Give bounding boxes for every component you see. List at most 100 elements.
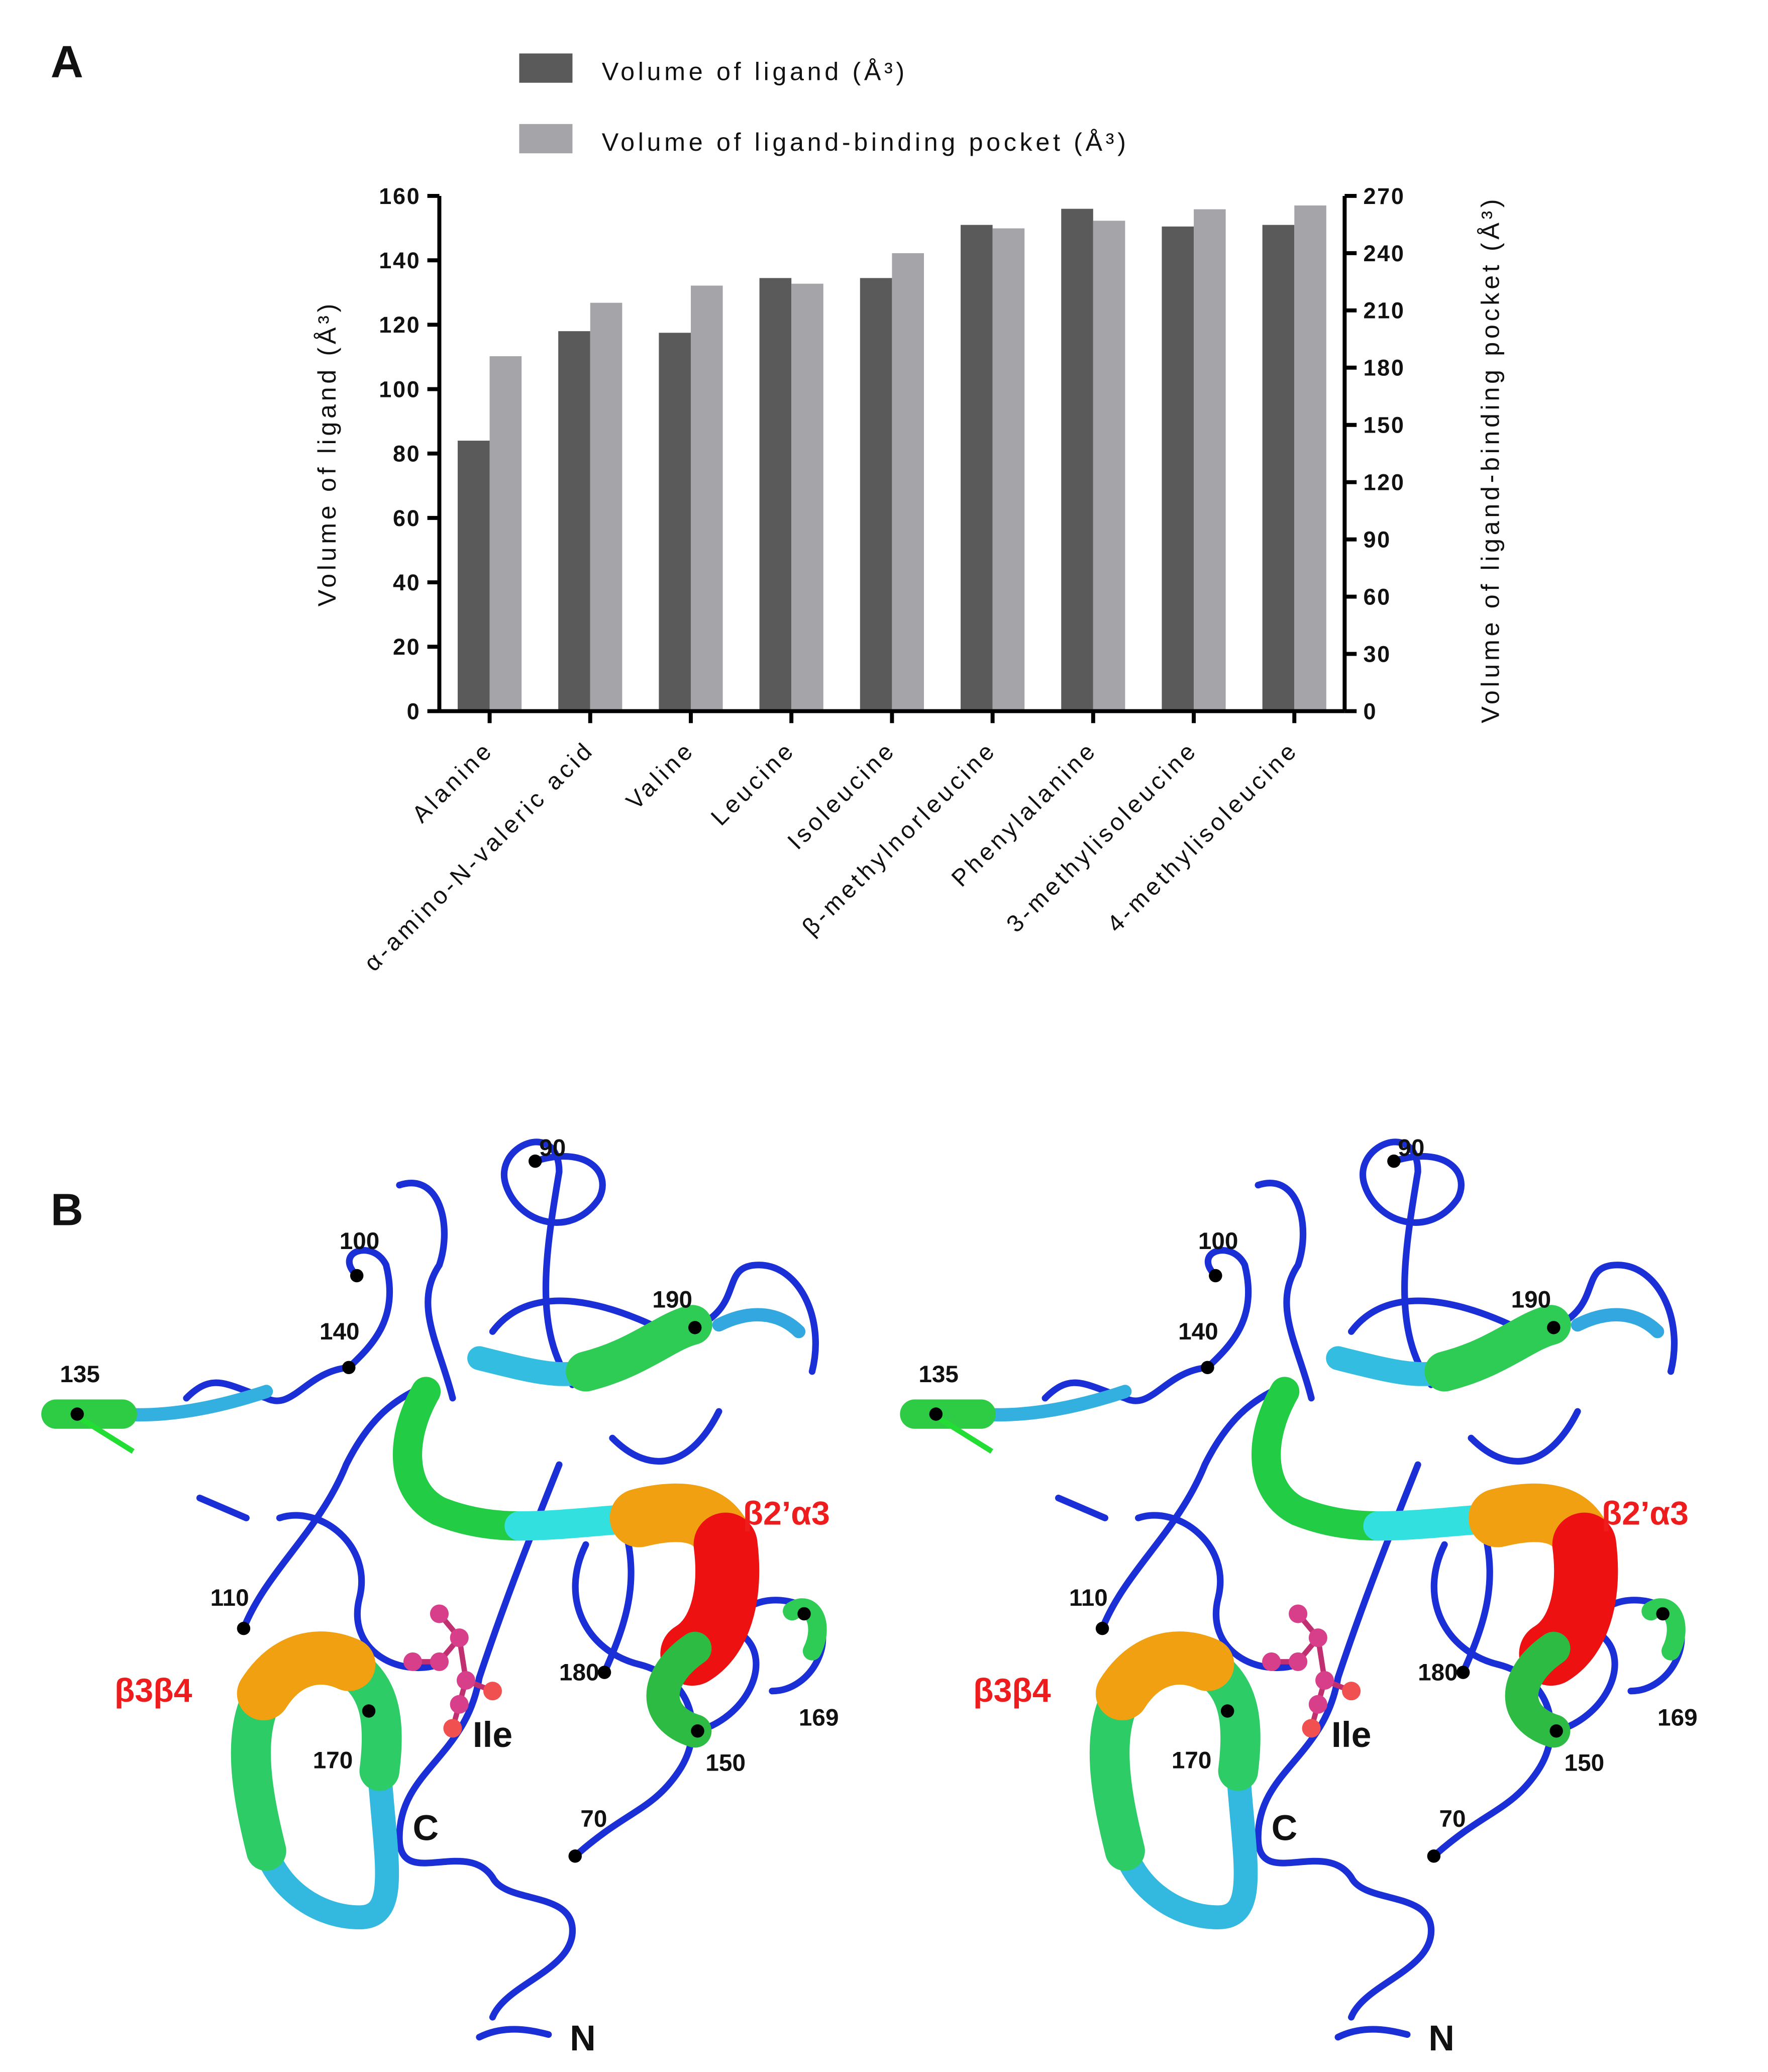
ligand-atom xyxy=(443,1719,462,1738)
bar xyxy=(992,228,1025,711)
backbone xyxy=(1347,1297,1528,1335)
backbone xyxy=(240,1381,430,1632)
residue-marker xyxy=(1549,1724,1563,1738)
y-tick-label: 20 xyxy=(393,634,421,660)
flexible-loop xyxy=(113,1385,273,1422)
structure-label: 170 xyxy=(1172,1747,1212,1774)
bar xyxy=(659,333,691,711)
y-axis-title: Volume of ligand (Å³) xyxy=(313,300,341,606)
structure-label: 150 xyxy=(705,1750,746,1777)
residue-marker xyxy=(528,1154,542,1168)
backbone xyxy=(1550,1262,1678,1375)
structure-label: 100 xyxy=(1198,1228,1238,1255)
side-chain xyxy=(78,1416,135,1454)
bar xyxy=(759,278,792,711)
flexible-loop xyxy=(566,1305,712,1392)
bar xyxy=(1162,226,1194,711)
ligand-atom xyxy=(430,1652,449,1671)
backbone xyxy=(396,1180,456,1402)
structure-label: β2’α3 xyxy=(1602,1495,1689,1532)
structure-label: Ile xyxy=(1331,1715,1372,1755)
y-tick-label: 100 xyxy=(379,376,421,402)
flexible-loop xyxy=(1252,1377,1393,1541)
structure-label: 140 xyxy=(320,1318,360,1345)
bar xyxy=(1294,205,1326,711)
structure-label: 135 xyxy=(60,1361,100,1388)
structure-label: β3β4 xyxy=(973,1672,1051,1709)
backbone xyxy=(476,2026,552,2041)
structure-label: C xyxy=(412,1808,439,1848)
legend-swatch xyxy=(519,124,573,154)
residue-marker xyxy=(1220,1704,1234,1718)
ligand-atom xyxy=(1302,1719,1321,1738)
y2-tick-label: 90 xyxy=(1363,527,1391,553)
y2-tick-label: 0 xyxy=(1363,698,1377,724)
structure-label: β2’α3 xyxy=(743,1495,830,1532)
structure-label: 70 xyxy=(1439,1806,1466,1832)
structure-label: 180 xyxy=(559,1660,599,1686)
side-chain xyxy=(937,1416,993,1454)
ligand-atom xyxy=(430,1604,449,1623)
residue-marker xyxy=(1547,1321,1561,1334)
x-tick-label: β-methylnorleucine xyxy=(797,736,1002,941)
backbone xyxy=(1255,1180,1315,1402)
bar xyxy=(791,283,823,711)
residue-marker xyxy=(342,1361,356,1375)
structure-label: 190 xyxy=(1511,1287,1551,1313)
y2-tick-label: 270 xyxy=(1363,183,1405,209)
backbone xyxy=(1460,1528,1493,1676)
backbone xyxy=(572,1541,696,1859)
structure-label: 90 xyxy=(1398,1134,1424,1161)
structure-label: 180 xyxy=(1418,1660,1458,1686)
y-tick-label: 80 xyxy=(393,441,421,467)
bar xyxy=(1262,225,1295,711)
ligand-atom xyxy=(1262,1652,1281,1671)
structure-label: 150 xyxy=(1565,1750,1605,1777)
structure-label: Ile xyxy=(473,1715,513,1755)
ligand-atom xyxy=(1342,1682,1361,1701)
legend-label: Volume of ligand (Å³) xyxy=(602,57,908,85)
bar xyxy=(489,356,522,711)
flexible-loop xyxy=(1505,1631,1571,1748)
residue-marker xyxy=(1201,1361,1214,1375)
x-tick-label: 4-methylisoleucine xyxy=(1102,736,1304,938)
residue-marker xyxy=(1456,1666,1470,1679)
flexible-loop xyxy=(1424,1305,1571,1392)
ligand-atom xyxy=(450,1695,469,1714)
residue-marker xyxy=(237,1621,251,1635)
backbone xyxy=(1134,1512,1302,1672)
residue-marker xyxy=(362,1704,376,1718)
residue-marker xyxy=(1427,1849,1441,1863)
y-tick-label: 40 xyxy=(393,570,421,595)
structure-label: N xyxy=(1428,2018,1454,2058)
structure-label: 100 xyxy=(340,1228,380,1255)
backbone xyxy=(691,1262,819,1375)
bar xyxy=(1093,221,1125,711)
backbone xyxy=(1360,1138,1465,1388)
panel-label: B xyxy=(51,1184,83,1235)
backbone xyxy=(476,1461,563,1681)
residue-marker xyxy=(597,1666,611,1679)
x-tick-label: 3-methylisoleucine xyxy=(1001,736,1203,938)
ligand-atom xyxy=(1308,1628,1327,1647)
x-tick-label: Valine xyxy=(621,736,700,815)
residue-marker xyxy=(350,1269,364,1283)
flexible-loop xyxy=(712,1308,806,1338)
panel-label: A xyxy=(51,37,83,87)
structure-label: 169 xyxy=(799,1705,839,1731)
residue-marker xyxy=(691,1724,704,1738)
backbone xyxy=(609,1408,722,1465)
stereo-view: 90 100 190 140 135 β2’α3 110 β3β4 180 169 170 Ile 15… xyxy=(900,1134,1698,2058)
bar xyxy=(1194,209,1226,711)
backbone xyxy=(345,1247,393,1371)
structure-label: 140 xyxy=(1178,1318,1218,1345)
residue-marker xyxy=(1095,1621,1109,1635)
ligand-atom xyxy=(1315,1671,1334,1690)
structure-label: N xyxy=(570,2018,596,2058)
legend-swatch xyxy=(519,53,573,83)
residue-marker xyxy=(688,1321,702,1334)
x-tick-label: Alanine xyxy=(407,736,499,828)
residue-marker xyxy=(70,1407,84,1421)
y2-tick-label: 150 xyxy=(1363,412,1405,438)
